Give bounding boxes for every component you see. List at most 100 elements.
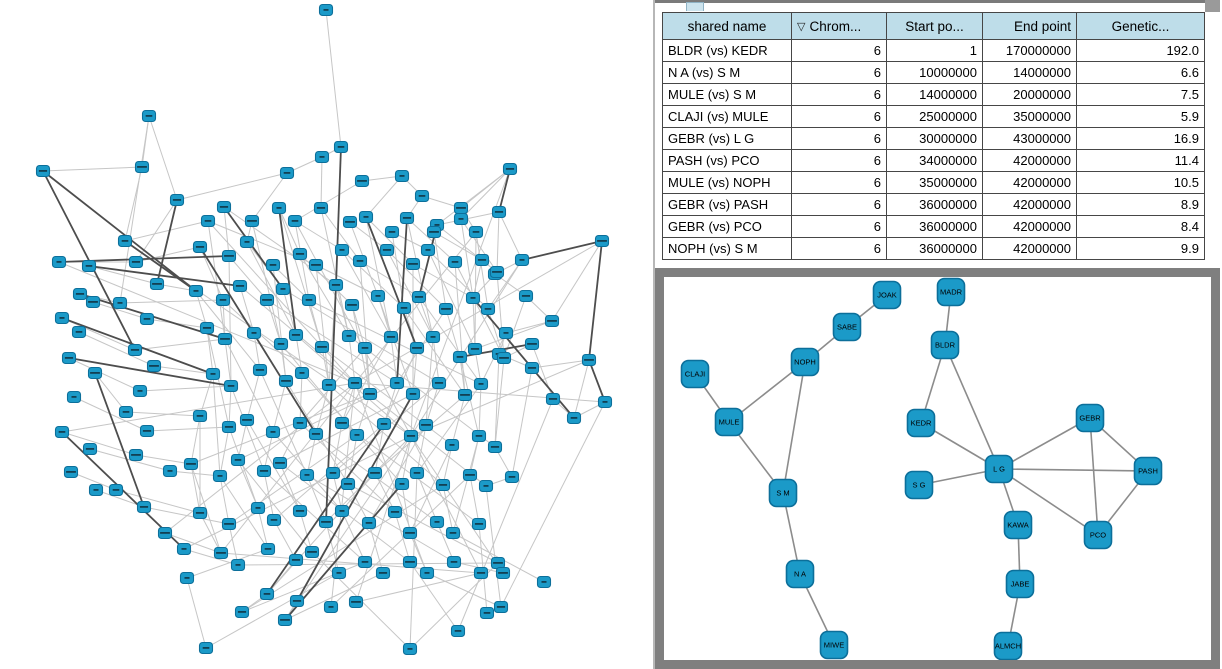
network-node[interactable]	[493, 600, 509, 614]
network-node[interactable]	[394, 477, 410, 491]
network-node[interactable]	[192, 240, 208, 254]
network-node[interactable]	[221, 420, 237, 434]
network-node[interactable]	[294, 366, 310, 380]
network-node[interactable]	[420, 243, 436, 257]
network-node[interactable]	[462, 468, 478, 482]
network-node[interactable]	[402, 555, 418, 569]
main-network-canvas[interactable]	[0, 0, 653, 669]
network-node[interactable]: PCO	[1083, 520, 1113, 550]
table-cell[interactable]: 6	[791, 83, 887, 106]
network-node[interactable]	[54, 311, 70, 325]
network-node[interactable]	[176, 542, 192, 556]
network-node[interactable]	[379, 243, 395, 257]
table-row[interactable]: MULE (vs) NOPH 6 35000000 42000000 10.5	[662, 171, 1205, 194]
table-cell[interactable]: BLDR (vs) KEDR	[662, 39, 792, 62]
network-node[interactable]	[289, 594, 305, 608]
table-cell[interactable]: 6	[791, 39, 887, 62]
network-node[interactable]	[216, 200, 232, 214]
network-node[interactable]	[313, 201, 329, 215]
network-node[interactable]	[265, 425, 281, 439]
network-node[interactable]	[288, 553, 304, 567]
network-node[interactable]	[146, 359, 162, 373]
network-node[interactable]	[277, 613, 293, 627]
network-node[interactable]	[149, 277, 165, 291]
network-node[interactable]	[414, 189, 430, 203]
network-node[interactable]	[545, 392, 561, 406]
network-node[interactable]	[117, 234, 133, 248]
network-node[interactable]	[250, 501, 266, 515]
network-node[interactable]	[487, 440, 503, 454]
table-cell[interactable]: NOPH (vs) S M	[662, 237, 792, 260]
network-node[interactable]	[465, 291, 481, 305]
network-node[interactable]	[334, 416, 350, 430]
table-cell[interactable]: 10.5	[1076, 171, 1205, 194]
table-row[interactable]: CLAJI (vs) MULE 6 25000000 35000000 5.9	[662, 105, 1205, 128]
table-cell[interactable]: 6	[791, 127, 887, 150]
network-node[interactable]	[453, 212, 469, 226]
table-cell[interactable]: MULE (vs) S M	[662, 83, 792, 106]
table-cell[interactable]: 170000000	[982, 39, 1077, 62]
table-cell[interactable]: 42000000	[982, 149, 1077, 172]
table-cell[interactable]: 6	[791, 193, 887, 216]
table-row[interactable]: MULE (vs) S M 6 14000000 20000000 7.5	[662, 83, 1205, 106]
network-node[interactable]: MADR	[936, 277, 966, 307]
network-node[interactable]	[259, 587, 275, 601]
network-node[interactable]	[162, 464, 178, 478]
table-cell[interactable]: MULE (vs) NOPH	[662, 171, 792, 194]
network-node[interactable]	[260, 542, 276, 556]
network-node[interactable]	[128, 255, 144, 269]
network-node[interactable]	[524, 337, 540, 351]
network-node[interactable]	[223, 379, 239, 393]
table-cell[interactable]: 6	[791, 105, 887, 128]
table-row[interactable]: PASH (vs) PCO 6 34000000 42000000 11.4	[662, 149, 1205, 172]
table-cell[interactable]: 6	[791, 61, 887, 84]
sub-network-canvas[interactable]: JOAK MADR SABE BLDR NOPH CLAJI KEDR GEBR MULE L G…	[664, 277, 1211, 660]
network-node[interactable]	[444, 438, 460, 452]
network-node[interactable]	[479, 606, 495, 620]
table-cell[interactable]: 6	[791, 215, 887, 238]
network-node[interactable]	[85, 295, 101, 309]
network-node[interactable]	[394, 169, 410, 183]
network-node[interactable]	[418, 418, 434, 432]
network-node[interactable]: L G	[984, 454, 1014, 484]
network-node[interactable]	[275, 282, 291, 296]
network-node[interactable]	[495, 566, 511, 580]
network-node[interactable]	[375, 566, 391, 580]
network-node[interactable]	[342, 215, 358, 229]
network-node[interactable]	[325, 466, 341, 480]
network-node[interactable]	[514, 253, 530, 267]
network-node[interactable]	[445, 526, 461, 540]
table-cell[interactable]: 8.4	[1076, 215, 1205, 238]
network-node[interactable]	[221, 517, 237, 531]
network-node[interactable]	[467, 342, 483, 356]
network-node[interactable]	[134, 160, 150, 174]
network-node[interactable]	[419, 566, 435, 580]
network-node[interactable]	[468, 225, 484, 239]
network-node[interactable]	[179, 571, 195, 585]
network-node[interactable]	[118, 405, 134, 419]
network-node[interactable]	[200, 214, 216, 228]
table-cell[interactable]: 42000000	[982, 215, 1077, 238]
table-cell[interactable]: CLAJI (vs) MULE	[662, 105, 792, 128]
table-cell[interactable]: 6.6	[1076, 61, 1205, 84]
table-cell[interactable]: 42000000	[982, 171, 1077, 194]
network-node[interactable]	[471, 429, 487, 443]
network-node[interactable]	[409, 341, 425, 355]
network-node[interactable]	[213, 546, 229, 560]
network-node[interactable]: KAWA	[1003, 510, 1033, 540]
network-node[interactable]	[157, 526, 173, 540]
network-node[interactable]	[536, 575, 552, 589]
network-node[interactable]	[72, 287, 88, 301]
network-node[interactable]	[127, 343, 143, 357]
network-node[interactable]: KEDR	[906, 408, 936, 438]
network-node[interactable]	[384, 225, 400, 239]
network-node[interactable]	[169, 193, 185, 207]
network-node[interactable]	[265, 258, 281, 272]
network-node[interactable]: GEBR	[1075, 403, 1105, 433]
network-node[interactable]	[71, 325, 87, 339]
network-node[interactable]	[402, 526, 418, 540]
network-node[interactable]	[594, 234, 610, 248]
network-node[interactable]	[314, 150, 330, 164]
network-node[interactable]	[453, 201, 469, 215]
network-node[interactable]	[217, 332, 233, 346]
